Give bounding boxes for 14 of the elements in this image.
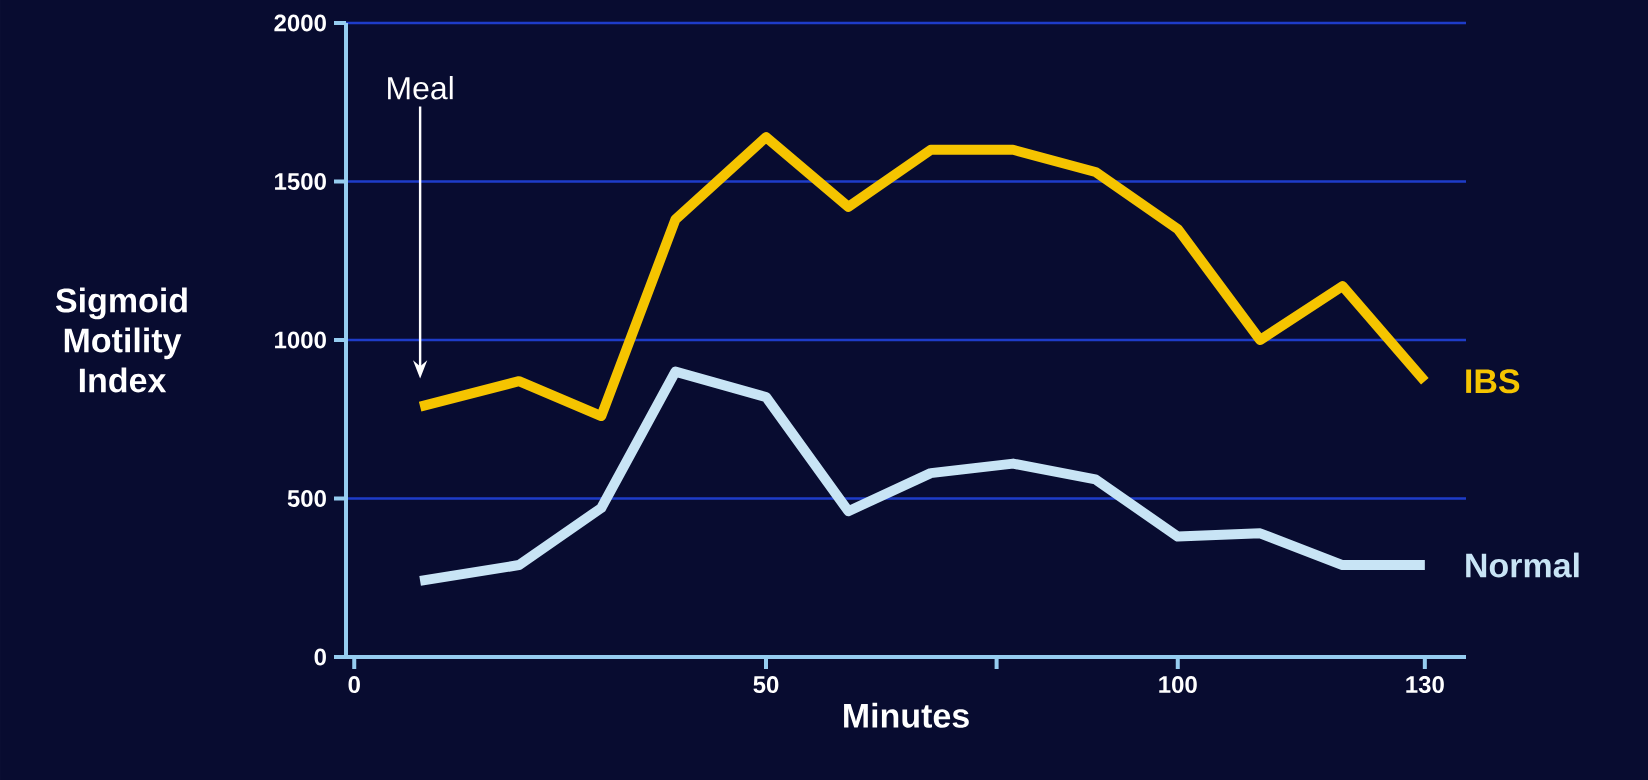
x-tick-label: 0 [348,676,360,694]
y-tick-label: 1000 [275,331,326,349]
x-tick-label: 50 [753,676,779,694]
series-label: Normal [1466,552,1579,578]
x-axis-title: Minutes [844,702,969,728]
y-tick-label: 500 [287,490,326,507]
y-tick-label: 2000 [274,14,326,32]
y-axis-title: Sigmoid Motility Index [55,287,187,393]
series-label: IBS [1466,369,1520,394]
x-tick-label: 130 [1406,676,1444,694]
annotation: Meal [388,76,453,100]
y-tick-label: 1500 [275,173,326,190]
x-tick-label: 100 [1159,676,1197,694]
y-tick-label: 0 [314,648,326,666]
